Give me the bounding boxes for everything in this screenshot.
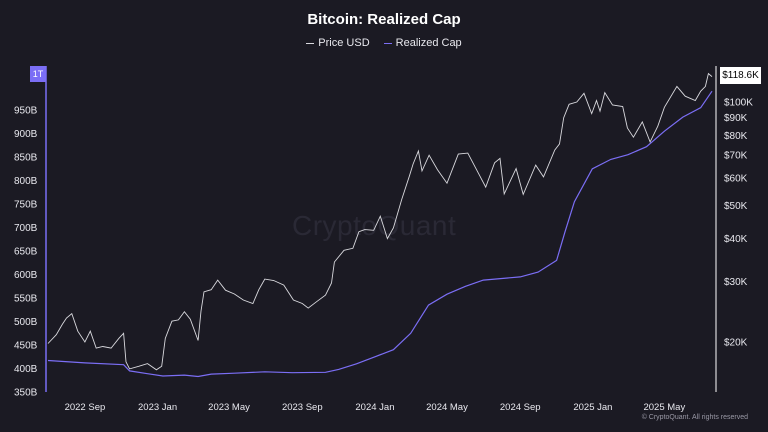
- x-tick-label: 2025 May: [643, 402, 685, 413]
- left-tick-label: 500B: [14, 317, 38, 328]
- left-tick-label: 450B: [14, 341, 38, 352]
- left-tick-label: 950B: [14, 106, 38, 117]
- right-tick-label: $70K: [724, 151, 748, 162]
- left-tick-label: 700B: [14, 223, 38, 234]
- x-tick-label: 2024 Jan: [355, 402, 394, 413]
- left-tick-label: 550B: [14, 294, 38, 305]
- x-tick-label: 2022 Sep: [65, 402, 106, 413]
- chart-title: Bitcoin: Realized Cap: [307, 11, 461, 28]
- right-tick-label: $90K: [724, 113, 748, 124]
- legend-swatch-realized-cap: [383, 42, 392, 44]
- x-tick-label: 2024 Sep: [500, 402, 541, 413]
- legend-label-realized-cap: Realized Cap: [395, 37, 462, 49]
- realized-cap-line: [47, 90, 713, 378]
- x-tick-label: 2023 Sep: [282, 402, 323, 413]
- x-tick-label: 2025 Jan: [573, 402, 612, 413]
- left-tick-label: 900B: [14, 129, 38, 140]
- price-usd-line: [47, 72, 713, 371]
- left-tick-label: 400B: [14, 364, 38, 375]
- right-tick-label: $80K: [724, 131, 748, 142]
- left-tick-label: 350B: [14, 388, 38, 399]
- copyright-notice: © CryptoQuant. All rights reserved: [641, 414, 748, 421]
- right-tick-label: $30K: [724, 277, 748, 288]
- left-tick-label: 850B: [14, 153, 38, 164]
- last-price-badge: $118.6K: [720, 67, 761, 84]
- x-tick-label: 2023 May: [208, 402, 250, 413]
- left-tick-label: 750B: [14, 200, 38, 211]
- left-tick-label: 800B: [14, 176, 38, 187]
- legend-swatch-price: [306, 42, 315, 44]
- x-tick-label: 2024 May: [426, 402, 468, 413]
- right-tick-label: $100K: [724, 98, 753, 109]
- left-axis-badge: 1T: [30, 66, 46, 82]
- right-tick-label: $20K: [724, 338, 748, 349]
- x-tick-label: 2023 Jan: [138, 402, 177, 413]
- legend: Price USD Realized Cap: [0, 37, 768, 49]
- legend-item-price[interactable]: Price USD: [306, 37, 370, 49]
- right-tick-label: $40K: [724, 234, 748, 245]
- watermark: CryptoQuant: [292, 210, 457, 241]
- right-tick-label: $60K: [724, 174, 748, 185]
- left-tick-label: 650B: [14, 247, 38, 258]
- legend-item-realized-cap[interactable]: Realized Cap: [383, 37, 462, 49]
- left-tick-label: 600B: [14, 270, 38, 281]
- legend-label-price: Price USD: [318, 37, 370, 49]
- right-tick-label: $50K: [724, 201, 748, 212]
